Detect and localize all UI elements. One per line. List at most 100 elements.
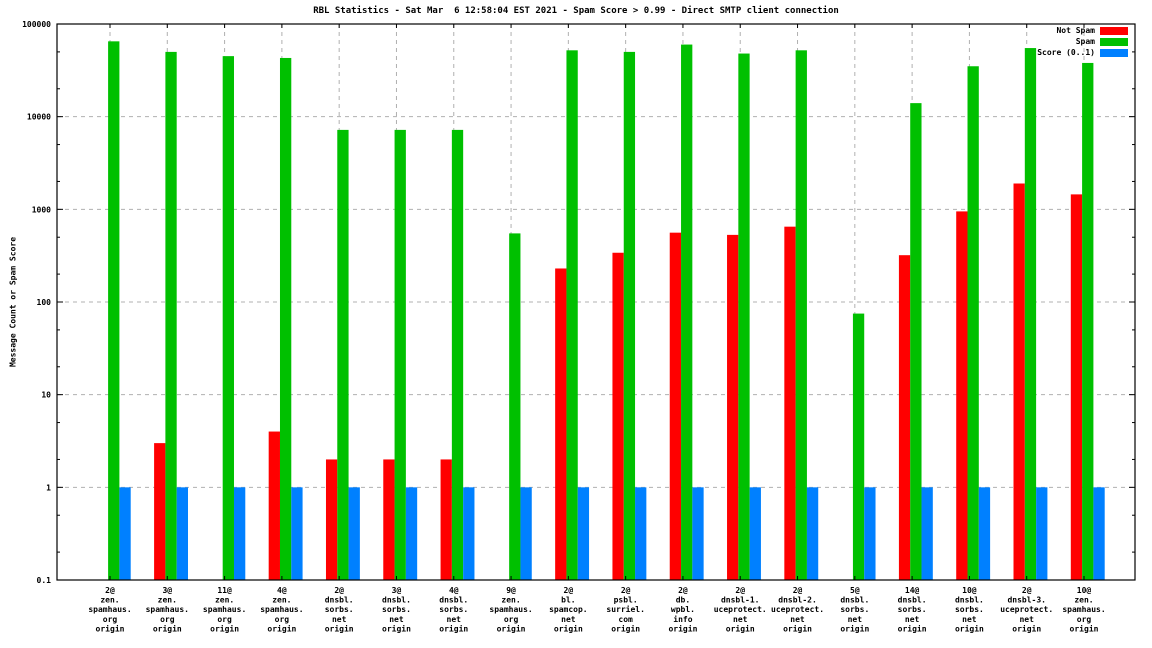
bar-not-spam [727,234,739,580]
bar-group-2-dnsbl-3 [1013,48,1048,581]
bar-group-14-dnsbl [898,103,933,581]
y-tick-label: 1000 [32,205,51,214]
legend-entry-spam: Spam [1037,37,1128,46]
bar-score-0-1 [978,487,991,580]
x-category-label: 10@ [1077,586,1092,595]
bar-not-spam [555,268,567,580]
x-category-label: bl. [561,596,575,605]
x-category-label: org [275,615,290,624]
x-category-label: zen. [158,596,177,605]
bar-spam [852,313,865,580]
x-category-label: 5@ [850,586,860,595]
bars [108,41,1105,581]
bar-score-0-1 [119,487,131,580]
x-category-label: origin [439,623,468,633]
x-category-label: uceprotect. [771,605,824,614]
x-category-label: 2@ [1022,586,1032,595]
bar-spam [623,51,636,580]
bar-not-spam [268,431,280,580]
bar-group-2-psbl [612,51,647,580]
x-category-label: origin [267,623,296,633]
x-category-label: org [160,615,175,624]
bar-not-spam [440,459,452,580]
x-category-label: zen. [100,596,119,605]
bar-score-0-1 [405,487,418,580]
x-category-label: origin [554,623,583,633]
x-category-label: net [905,615,920,624]
x-category-label: 2@ [793,586,803,595]
x-category-label: org [504,615,519,624]
x-category-label: 3@ [162,586,172,595]
bar-group-5-dnsbl [852,313,876,580]
x-category-label: zen. [501,596,520,605]
x-category-label: spamhaus. [489,605,532,614]
bar-spam [222,56,234,581]
x-category-label: origin [726,623,755,633]
x-category-label: dnsbl-3. [1007,596,1046,605]
bar-group-2-dnsbl [325,129,360,580]
bar-spam [165,51,177,580]
bar-group-2-bl [555,50,590,581]
x-category-label: 9@ [506,586,516,595]
bar-spam [795,50,807,581]
bar-spam [566,50,578,581]
x-category-label: sorbs. [898,605,927,614]
axes [56,23,1136,581]
bar-group-2-dnsbl-1 [727,53,761,580]
x-category-label: 2@ [334,586,344,595]
x-category-label: dnsbl. [382,596,411,605]
y-tick-label: 1 [46,483,51,492]
x-category-label: origin [497,623,526,633]
bar-score-0-1 [233,487,246,580]
x-category-label: zen. [215,596,234,605]
bar-not-spam [669,232,682,580]
x-category-label: dnsbl. [955,596,984,605]
x-category-label: dnsbl. [325,596,354,605]
x-category-label: net [561,615,576,624]
x-category-label: surriel. [606,604,645,614]
x-category-label: sorbs. [955,605,984,614]
legend-label-not-spam: Not Spam [1056,26,1095,35]
x-category-label: origin [783,623,812,633]
x-category-label: origin [955,623,984,633]
x-category-label: 2@ [564,586,574,595]
x-category-label: spamhaus. [260,605,303,614]
x-category-label: zen. [1074,596,1093,605]
x-category-label: spamhaus. [88,605,131,614]
bar-spam [681,44,693,580]
bar-group-10-dnsbl [956,66,991,580]
x-category-label: net [447,615,462,624]
x-category-label: psbl. [614,596,638,605]
x-category-label: 14@ [905,586,920,595]
x-category-label: spamhaus. [203,605,246,614]
x-category-label: zen. [272,596,291,605]
bar-score-0-1 [1036,487,1048,580]
x-category-label: dnsbl. [840,596,869,605]
bar-score-0-1 [291,487,303,580]
x-category-label: org [217,615,232,624]
x-category-label: uceprotect. [714,605,767,614]
bar-spam [738,53,750,580]
bar-spam [451,129,464,580]
bar-not-spam [1013,183,1025,580]
y-tick-label: 10 [41,391,51,400]
x-category-label: net [790,615,805,624]
bar-spam [967,66,979,580]
x-category-label: dnsbl-2. [778,596,817,605]
y-tick-label: 0.1 [37,576,52,585]
bar-group-3-dnsbl [383,129,418,580]
x-category-label: dnsbl. [898,596,927,605]
x-category-label: wpbl. [671,605,695,614]
chart-legend: Not Spam Spam Score (0..1) [1037,26,1128,57]
x-category-label: dnsbl-1. [721,596,760,605]
x-category-label: net [848,615,863,624]
legend-swatch-spam [1100,37,1128,46]
x-category-label: org [1077,615,1092,624]
bar-group-2-dnsbl-2 [784,50,819,581]
bar-group-2-zen [108,41,131,581]
x-category-label: net [733,615,748,624]
bar-not-spam [325,459,338,580]
bar-group-10-zen [1070,62,1105,581]
y-tick-label: 100000 [22,20,51,29]
